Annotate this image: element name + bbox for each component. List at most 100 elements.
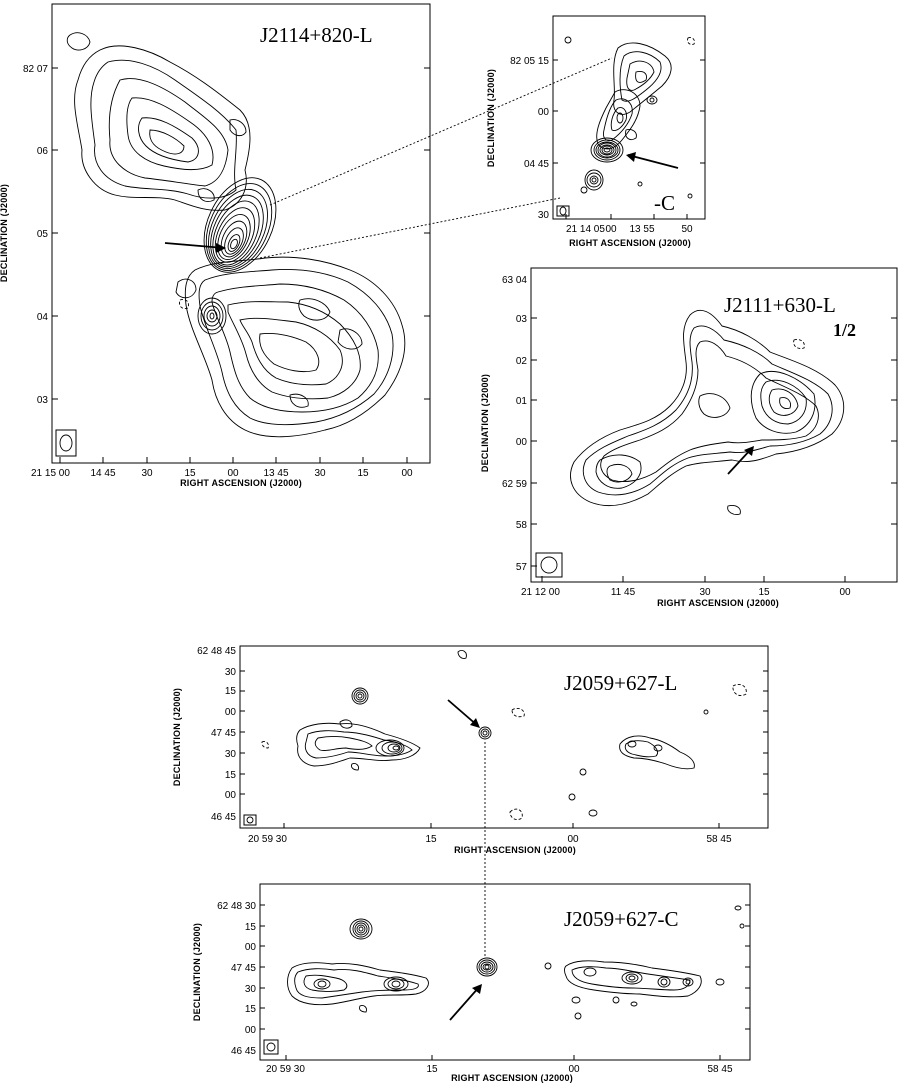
panel-5-ytick: 46 45 (231, 1046, 256, 1057)
panel-4-frame (239, 645, 769, 829)
beam-ellipse (246, 816, 254, 824)
panel-j2114-820-c: -C RIGHT ASCENSION (J2000) DECLINATION (… (486, 15, 706, 248)
core-arrowhead (216, 243, 226, 253)
panel-1-xtick: 00 (227, 468, 239, 479)
panel-4-xtick: 00 (567, 834, 579, 845)
panel-4-ytick: 30 (225, 749, 237, 760)
panel-4-xtick: 58 45 (706, 834, 731, 845)
beam-ellipse (559, 206, 567, 216)
panel-5-ytick: 30 (245, 984, 257, 995)
panel-1-xtick: 30 (141, 468, 153, 479)
panel-4-ylabel: DECLINATION (J2000) (172, 688, 182, 786)
beam-box (243, 814, 257, 826)
core-contours (203, 177, 277, 273)
panel-3-title: J2111+630-L (724, 293, 836, 317)
panel-3-xtick: 11 45 (611, 587, 636, 598)
core-arrow (164, 242, 225, 249)
panel-2-ytick: 30 (538, 210, 550, 221)
panel-1-xlabel: RIGHT ASCENSION (J2000) (180, 478, 302, 488)
core-contours-c2 (476, 957, 498, 977)
panel-5-ytick: 15 (245, 922, 257, 933)
panel-2-ytick: 04 45 (524, 159, 549, 170)
beam-ellipse (540, 556, 558, 574)
panel-5-ticks (260, 904, 750, 1060)
panel-3-ytick: 57 (516, 562, 528, 573)
north-lobe-contours (66, 32, 251, 211)
panel-3-xtick: 00 (839, 587, 851, 598)
panel-1-ytick: 82 07 (23, 64, 48, 75)
panel-1-xtick: 15 (357, 468, 369, 479)
core-contours-l (478, 726, 492, 740)
panel-1-xtick: 14 45 (90, 468, 115, 479)
panel-4-ticks (240, 670, 768, 828)
panel-5-xtick: 20 59 30 (266, 1064, 305, 1075)
panel-5-ytick: 00 (245, 942, 257, 953)
panel-4-xlabel: RIGHT ASCENSION (J2000) (454, 845, 576, 855)
panel-2-xlabel: RIGHT ASCENSION (J2000) (569, 238, 691, 248)
panel-4-ytick: 00 (225, 707, 237, 718)
panel-5-ylabel: DECLINATION (J2000) (192, 923, 202, 1021)
panel-3-ytick: 58 (516, 520, 528, 531)
panel-3-xtick: 15 (758, 587, 770, 598)
hotspot-contours (175, 278, 227, 335)
panel-2-xtick: 00 (605, 224, 617, 235)
panel-3-ylabel: DECLINATION (J2000) (480, 374, 490, 472)
panel-3-frame (530, 267, 898, 583)
panel-3-ytick: 01 (516, 396, 528, 407)
core-arrowhead (744, 446, 754, 456)
panel-5-xtick: 00 (568, 1064, 580, 1075)
panel-1-ylabel: DECLINATION (J2000) (0, 184, 9, 282)
panel-1-xtick: 13 45 (263, 468, 288, 479)
panel-3-xtick: 30 (699, 587, 711, 598)
panel-j2059-627-c: J2059+627-C RIGHT ASCENSION (J2000) DECL… (192, 883, 751, 1083)
panel-2-ytick: 82 05 15 (510, 56, 549, 67)
panel-j2111-630-l: J2111+630-L 1/2 RIGHT ASCENSION (J2000) … (480, 267, 898, 608)
panel-3-note: 1/2 (833, 320, 856, 340)
beam-box (556, 205, 570, 217)
panel-4-ytick: 62 48 45 (197, 646, 236, 657)
panel-4-ytick: 47 45 (211, 728, 236, 739)
beam-box (55, 429, 77, 457)
panel-1-ytick: 06 (37, 146, 49, 157)
panel-4-ytick: 15 (225, 770, 237, 781)
panel-4-xtick: 15 (425, 834, 437, 845)
panel-5-xlabel: RIGHT ASCENSION (J2000) (451, 1073, 573, 1083)
west-lobe-contours-c (287, 962, 429, 1013)
jet-contours (596, 42, 672, 150)
zoom-connectors (259, 57, 613, 958)
panel-1-xtick: 15 (184, 468, 196, 479)
beam-ellipse (266, 1042, 276, 1052)
core-arrow (627, 154, 679, 169)
panel-4-ytick: 15 (225, 686, 237, 697)
panel-1-title: J2114+820-L (260, 23, 373, 47)
beam-ellipse (59, 434, 73, 452)
panel-4-title: J2059+627-L (564, 671, 677, 695)
core-arrowhead (470, 718, 480, 728)
panel-3-ticks (531, 317, 897, 582)
panel-1-xtick: 00 (401, 468, 413, 479)
panel-2-title: -C (654, 191, 675, 215)
panel-5-ytick: 00 (245, 1025, 257, 1036)
west-lobe-contours (261, 719, 421, 771)
panel-2-xtick: 50 (681, 224, 693, 235)
core-contours-c (564, 36, 695, 199)
north-source-contours-c (349, 918, 373, 940)
panel-2-ytick: 00 (538, 107, 550, 118)
panel-5-frame (259, 883, 751, 1061)
panel-2-ylabel: DECLINATION (J2000) (486, 69, 496, 167)
panel-2-xtick: 21 14 05 (566, 224, 605, 235)
panel-3-ytick: 00 (516, 437, 528, 448)
panel-5-xtick: 58 45 (707, 1064, 732, 1075)
core-arrowhead (626, 152, 636, 162)
east-lobe-contours-c (544, 905, 745, 1020)
lobe-contours (570, 309, 845, 515)
panel-2-xtick: 13 55 (629, 224, 654, 235)
north-source-contours (351, 687, 369, 705)
panel-5-xtick: 15 (426, 1064, 438, 1075)
south-lobe-contours (184, 256, 406, 438)
panel-1-ytick: 03 (37, 395, 49, 406)
panel-3-ytick: 63 04 (502, 275, 527, 286)
panel-1-xtick: 30 (314, 468, 326, 479)
panel-j2114-820-l: J2114+820-L RIGHT ASCENSION (J2000) DECL… (0, 3, 431, 488)
